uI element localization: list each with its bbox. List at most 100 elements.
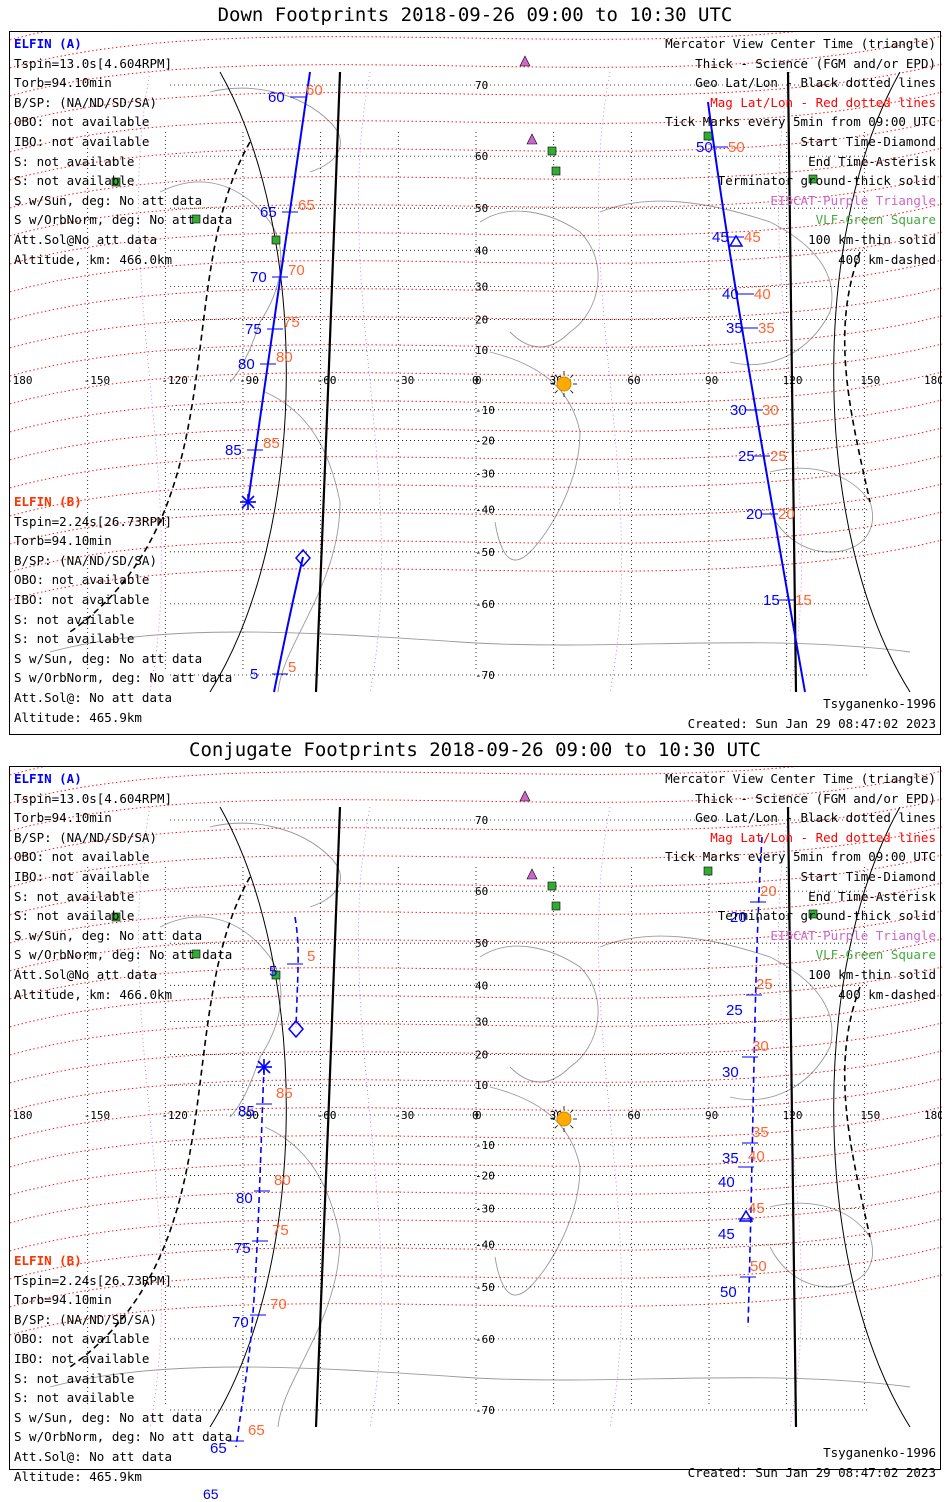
lat-label: -30: [475, 467, 495, 480]
mag-parallel: [10, 994, 942, 1056]
lon-label: -30: [394, 374, 414, 387]
info-line: IBO: not available: [14, 868, 150, 884]
panel-title-down: Down Footprints 2018-09-26 09:00 to 10:3…: [217, 4, 733, 26]
vlf-square: [271, 235, 281, 245]
mag-meridian: [598, 806, 622, 1428]
mag-parallel: [10, 483, 942, 545]
coastline-path: [209, 87, 341, 173]
legend-entry: 400 km-dashed: [838, 251, 936, 267]
vlf-square: [551, 166, 561, 176]
tracks: 5585858080757570706565202025253030353540…: [210, 836, 777, 1457]
legend-entry: Terminator ground-thick solid: [717, 908, 936, 924]
lat-label: 20: [475, 313, 488, 326]
lon-label: -90: [239, 1109, 259, 1122]
lon-label: 60: [627, 1109, 640, 1122]
sun-ray: [554, 374, 558, 378]
lon-label: -120: [161, 1109, 188, 1122]
info-line: IBO: not available: [14, 1350, 150, 1366]
legend-entry: Mercator View Center Time (triangle): [665, 36, 936, 51]
info-line: S w/OrbNorm, deg: No att data: [14, 212, 233, 228]
tick-label-blue: 35: [722, 1150, 739, 1167]
mag-parallel: [10, 966, 942, 1028]
tick-label-red: 75: [272, 1222, 289, 1239]
elfin-a-track: [294, 916, 299, 1028]
tick-label-red: 70: [270, 1296, 287, 1313]
lon-label: 150: [860, 374, 880, 387]
legend-entry: EISCAT-Purple Triangle: [770, 192, 936, 208]
tick-label-red: 45: [744, 229, 761, 246]
elfin-a-header: ELFIN (A): [14, 36, 82, 51]
elfin-a-track: [235, 1066, 265, 1448]
mag-parallel: [10, 231, 942, 293]
tick-label-blue: 80: [238, 356, 255, 373]
info-line: B/SP: (NA/ND/SD/SA): [14, 829, 157, 845]
lon-label: 60: [627, 374, 640, 387]
tick-label-red: 70: [288, 262, 305, 279]
coastline-path: [599, 935, 833, 1100]
lat-label: 20: [475, 1048, 488, 1061]
mag-parallel: [10, 315, 942, 377]
tick-mark: 85 85: [238, 1085, 293, 1120]
tick-label-red: 75: [283, 314, 300, 331]
tick-label-red: 15: [795, 592, 812, 609]
lon-label: 180: [924, 1109, 942, 1122]
tick-label-red: 5: [307, 948, 315, 965]
lat-label: -20: [475, 435, 495, 448]
sun-icon: [551, 1106, 577, 1132]
tick-label-blue: 25: [726, 1002, 743, 1019]
mag-parallel: [10, 455, 942, 517]
elfin-b-track: [707, 101, 806, 693]
map-canvas-conjugate: -180 -150 -120 -90 -60 -30 0 30 60 90 120 150 180 70 6…: [10, 767, 942, 1457]
mag-parallel: [10, 1218, 942, 1280]
info-line: S w/Sun, deg: No att data: [14, 1409, 203, 1425]
lat-label: 70: [475, 79, 488, 92]
elfin-a-header: ELFIN (A): [14, 771, 82, 786]
lat-label: -30: [475, 1202, 495, 1215]
mag-parallel: [10, 882, 942, 944]
tick-label-blue: 15: [763, 592, 780, 609]
info-line: S w/OrbNorm, deg: No att data: [14, 1429, 233, 1445]
tick-label-blue: 35: [726, 320, 743, 337]
sun-ray: [554, 390, 558, 394]
tick-label-red: 20: [778, 506, 795, 523]
tick-label-blue: 85: [225, 442, 242, 459]
mag-meridian: [358, 806, 382, 1428]
elfin-a-track: [247, 71, 311, 503]
terminator-line: [314, 71, 342, 693]
vlf-square: [111, 912, 121, 922]
lat-label: 60: [475, 150, 488, 163]
mag-parallel: [10, 798, 942, 860]
lat-label: -50: [475, 1281, 495, 1294]
tick-label-blue: 75: [234, 1240, 251, 1257]
mag-grid: [10, 32, 942, 601]
mag-grid: [10, 767, 942, 1336]
info-line: S w/Sun, deg: No att data: [14, 650, 203, 666]
info-line: Att.Sol@: No att data: [14, 689, 173, 705]
coastline-path: [209, 822, 341, 908]
mag-parallel: [10, 1134, 942, 1196]
tick-label-blue: 30: [730, 402, 747, 419]
mag-parallel: [10, 399, 942, 461]
lon-label: -150: [84, 1109, 111, 1122]
info-line: Altitude, km: 466.0km: [14, 251, 173, 267]
asterisk-stroke: [257, 1060, 271, 1074]
tick-label-red: 65: [298, 197, 315, 214]
info-line: IBO: not available: [14, 591, 150, 607]
tick-label-red: 20: [760, 883, 777, 900]
legend-entry: Tick Marks every 5min from 09:00 UTC: [665, 114, 936, 130]
legend-entry: Mag Lat/Lon - Red dotted lines: [710, 94, 936, 110]
legend-entry: Mercator View Center Time (triangle): [665, 771, 936, 786]
map-layer: -180 -150 -120 -90 -60 -30 0 30 60 90 120 150 180 70 6…: [10, 767, 942, 1457]
mag-parallel: [10, 1078, 942, 1140]
tick-label-red: 85: [276, 1085, 293, 1102]
ring-100km-line: [209, 71, 287, 693]
tick-label-red: 25: [770, 448, 787, 465]
map-layer: -180 -150 -120 -90 -60 -30 0 30 60 90 120 150 180 70 6…: [10, 32, 942, 693]
center-triangle-icon: [738, 1209, 754, 1222]
tick-label-blue: 20: [746, 506, 763, 523]
ring-100km: [209, 71, 911, 693]
tick-mark: 35 35: [722, 1124, 769, 1167]
tick-mark: 70 70: [250, 262, 305, 286]
